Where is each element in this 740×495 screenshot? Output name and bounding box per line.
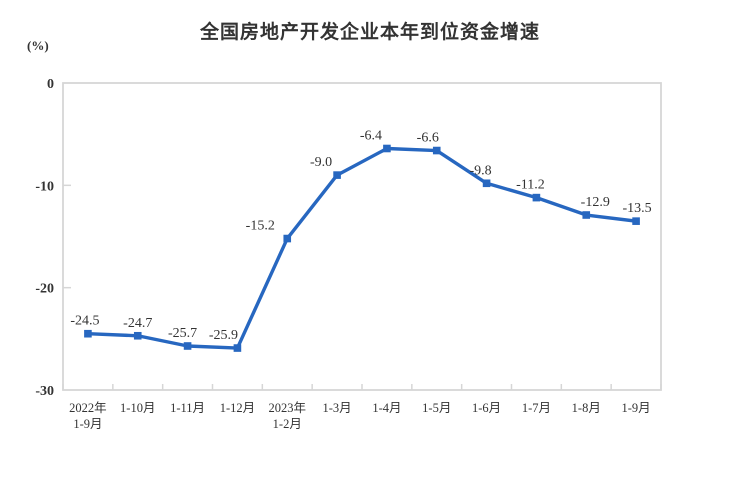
data-point-marker	[183, 342, 192, 350]
x-axis-category-label: 2023年	[268, 401, 306, 415]
data-line	[86, 146, 638, 350]
x-axis-category-label: 1-7月	[522, 401, 551, 415]
data-point-label: -12.9	[581, 195, 610, 210]
data-point-label: -24.7	[123, 316, 152, 331]
x-axis-category-label: 1-12月	[220, 401, 255, 415]
x-axis-category-label: 1-8月	[572, 401, 601, 415]
data-point-label: -13.5	[622, 201, 651, 216]
y-axis-tick-label: 0	[47, 77, 54, 92]
x-axis-category-label: 1-9月	[621, 401, 650, 415]
data-point-label: -9.8	[469, 163, 491, 178]
data-point-label: -6.4	[360, 128, 382, 143]
data-point-marker	[482, 179, 491, 188]
data-point-marker	[333, 171, 341, 179]
data-point-marker	[632, 217, 640, 225]
chart-title: 全国房地产开发企业本年到位资金增速	[199, 22, 540, 43]
data-point-label: -25.9	[209, 328, 238, 343]
x-axis-category-label: 1-9月	[73, 417, 102, 431]
data-point-marker	[383, 144, 391, 153]
data-point-label: -9.0	[310, 155, 332, 170]
x-axis-category-label: 2022年	[69, 401, 107, 415]
data-point-label: -11.2	[516, 178, 545, 193]
data-point-marker	[582, 211, 591, 219]
y-axis-tick-label: -30	[35, 384, 54, 399]
data-point-marker	[133, 331, 142, 340]
x-axis-category-label: 1-11月	[170, 401, 205, 415]
y-axis-tick-label: -10	[35, 179, 54, 194]
data-point-marker	[84, 329, 92, 338]
data-point-marker	[283, 234, 292, 243]
data-point-marker	[233, 344, 242, 352]
x-axis-category-label: 1-2月	[273, 417, 302, 431]
x-axis-category-label: 1-3月	[322, 401, 351, 415]
data-point-label: -24.5	[70, 314, 99, 329]
x-axis-category-label: 1-5月	[422, 401, 451, 415]
data-point-label: -6.6	[417, 131, 439, 146]
y-axis-unit-label: (%)	[27, 38, 49, 53]
x-axis-category-label: 1-10月	[120, 401, 155, 415]
data-point-marker	[432, 146, 441, 155]
data-point-label: -15.2	[246, 219, 275, 234]
x-axis-category-label: 1-4月	[372, 401, 401, 415]
data-point-label: -25.7	[168, 326, 197, 341]
x-axis-category-label: 1-6月	[472, 401, 501, 415]
data-point-marker	[532, 193, 541, 202]
y-axis-tick-label: -20	[35, 282, 54, 297]
